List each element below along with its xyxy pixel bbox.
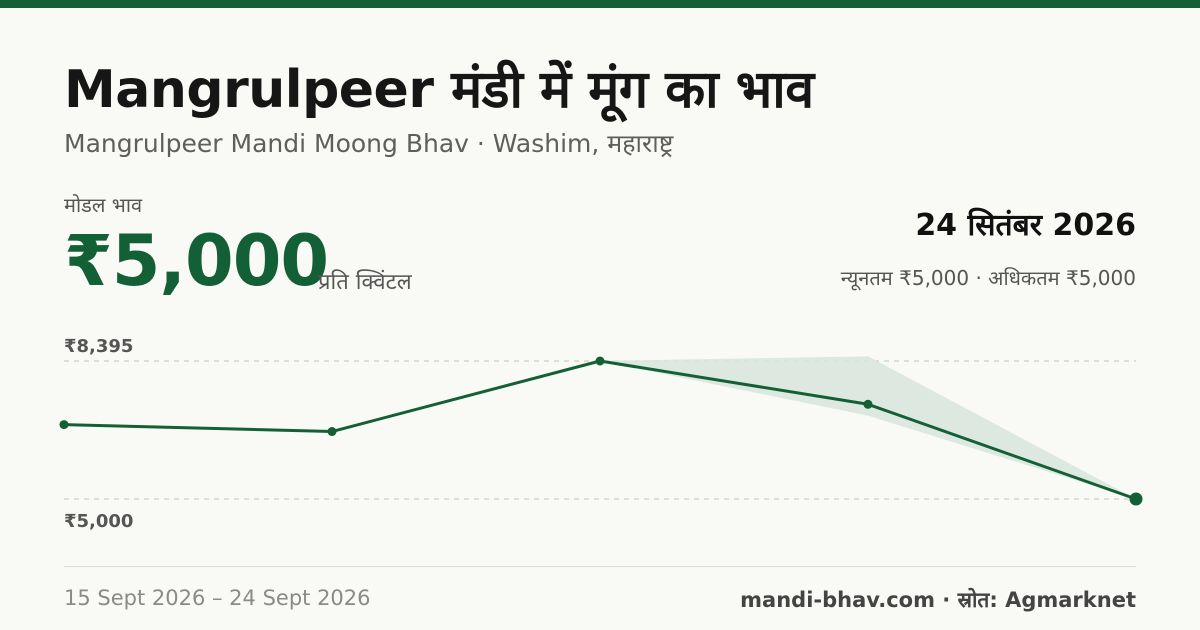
data-point-2 xyxy=(327,427,337,437)
modal-price-value: ₹5,000 xyxy=(64,220,329,302)
page-title: Mangrulpeer मंडी में मूंग का भाव xyxy=(64,60,814,120)
price-date: 24 सितंबर 2026 xyxy=(915,208,1136,243)
data-point-4 xyxy=(863,399,873,409)
data-point-1 xyxy=(59,420,69,430)
chart-date-range: 15 Sept 2026 – 24 Sept 2026 xyxy=(64,586,371,610)
y-tick-max-label: ₹8,395 xyxy=(64,336,133,357)
y-tick-min-label: ₹5,000 xyxy=(64,511,133,532)
data-point-3 xyxy=(595,356,605,366)
min-max-band xyxy=(64,356,1136,499)
page-subtitle: Mangrulpeer Mandi Moong Bhav · Washim, म… xyxy=(64,129,674,158)
source-attribution: mandi-bhav.com · स्रोत: Agmarknet xyxy=(740,588,1136,612)
min-max-range: न्यूनतम ₹5,000 · अधिकतम ₹5,000 xyxy=(840,266,1136,290)
modal-price-label: मोडल भाव xyxy=(64,193,143,217)
top-accent-bar xyxy=(0,0,1200,8)
data-point-5 xyxy=(1129,492,1143,506)
footer-divider xyxy=(64,566,1136,567)
price-unit: प्रति क्विंटल xyxy=(318,270,412,295)
